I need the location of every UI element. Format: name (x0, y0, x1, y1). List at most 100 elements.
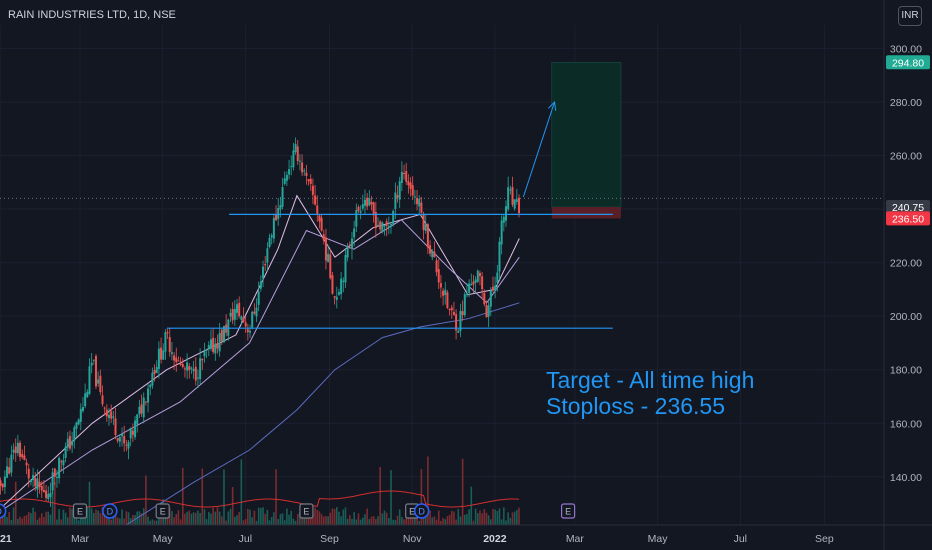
volume-bar (518, 507, 520, 525)
candle-body (513, 199, 516, 209)
candle-body (12, 449, 15, 453)
volume-bar (34, 511, 37, 525)
candle-body (220, 329, 223, 341)
candle-body (455, 314, 458, 331)
candle-body (168, 337, 171, 353)
candle-body (409, 182, 412, 189)
candle-body (470, 283, 473, 286)
candle-body (60, 461, 63, 463)
earnings-event-icon (299, 503, 314, 519)
y-tick-label: 140.00 (890, 472, 922, 484)
candle-body (160, 347, 163, 360)
volume-bar (58, 509, 60, 525)
volume-bar (112, 513, 115, 525)
volume-bar (25, 515, 28, 525)
candle-body (125, 444, 128, 446)
volume-bar (398, 509, 401, 525)
candle-body (515, 199, 518, 202)
volume-bar (442, 517, 444, 525)
x-tick-label: Sep (815, 533, 834, 545)
event-label: D (0, 507, 2, 517)
candlestick-series (0, 137, 521, 507)
candle-body (481, 276, 484, 290)
volume-bar (132, 515, 134, 525)
candle-body (374, 212, 377, 229)
candle-body (199, 358, 202, 380)
candle-body (370, 202, 373, 205)
candle-body (181, 363, 184, 368)
volume-bar (207, 511, 210, 525)
volume-bar (221, 516, 223, 525)
currency-button[interactable]: INR (898, 6, 922, 26)
volume-bar (392, 519, 394, 525)
volume-bar (368, 519, 371, 525)
candle-body (42, 489, 45, 492)
volume-bar (279, 513, 282, 525)
candle-body (105, 409, 108, 417)
candle-body (394, 192, 397, 209)
candle-body (121, 433, 124, 437)
candle-body (244, 322, 247, 327)
candle-body (99, 375, 102, 393)
price-label-text: 294.80 (892, 57, 924, 69)
candle-body (359, 211, 362, 213)
volume-bar (21, 518, 24, 525)
candle-body (327, 253, 330, 263)
volume-bar (435, 519, 438, 525)
candle-body (281, 187, 284, 207)
volume-bar (433, 516, 436, 525)
volume-bar (503, 507, 505, 525)
volume-bar (145, 475, 147, 525)
volume-bar (84, 514, 86, 525)
candle-body (173, 355, 176, 361)
volume-bar (86, 507, 89, 525)
candle-body (16, 442, 19, 454)
candle-body (450, 307, 453, 311)
volume-bar (257, 507, 260, 525)
volume-bar (288, 514, 290, 525)
stop-zone (551, 207, 621, 219)
volume-bar (158, 516, 160, 525)
volume-bar (394, 520, 397, 525)
candle-body (387, 226, 390, 228)
candle-body (507, 187, 510, 210)
volume-bar (383, 510, 386, 525)
candle-body (233, 308, 236, 320)
candle-body (296, 146, 299, 161)
candle-body (1, 483, 4, 488)
volume-bar (197, 510, 199, 525)
volume-bar (338, 511, 340, 525)
candle-body (249, 330, 252, 333)
candle-body (147, 388, 150, 403)
volume-bar (379, 466, 381, 525)
volume-bar (444, 519, 447, 525)
x-tick-label: Mar (566, 533, 585, 545)
candle-body (3, 476, 6, 488)
candle-body (194, 366, 197, 381)
volume-bar (490, 519, 492, 525)
candle-body (166, 332, 169, 334)
volume-bar (47, 511, 50, 525)
volume-bar (199, 512, 201, 525)
candle-body (283, 178, 286, 184)
x-tick-label: Mar (71, 533, 90, 545)
candle-body (340, 278, 343, 295)
volume-bar (253, 510, 256, 525)
candle-body (509, 189, 512, 191)
candle-body (235, 304, 238, 313)
candle-body (420, 202, 423, 213)
candle-body (136, 414, 139, 425)
volume-bar (494, 509, 496, 525)
candle-body (500, 220, 503, 245)
event-label: E (409, 507, 415, 517)
y-tick-label: 220.00 (890, 258, 922, 270)
dividend-event-icon (413, 503, 430, 519)
candle-body (335, 296, 338, 300)
volume-bar (448, 514, 451, 525)
volume-bar (470, 486, 473, 525)
volume-bar (479, 510, 481, 525)
candle-body (153, 370, 156, 374)
candle-body (81, 407, 84, 411)
candle-body (151, 372, 154, 386)
